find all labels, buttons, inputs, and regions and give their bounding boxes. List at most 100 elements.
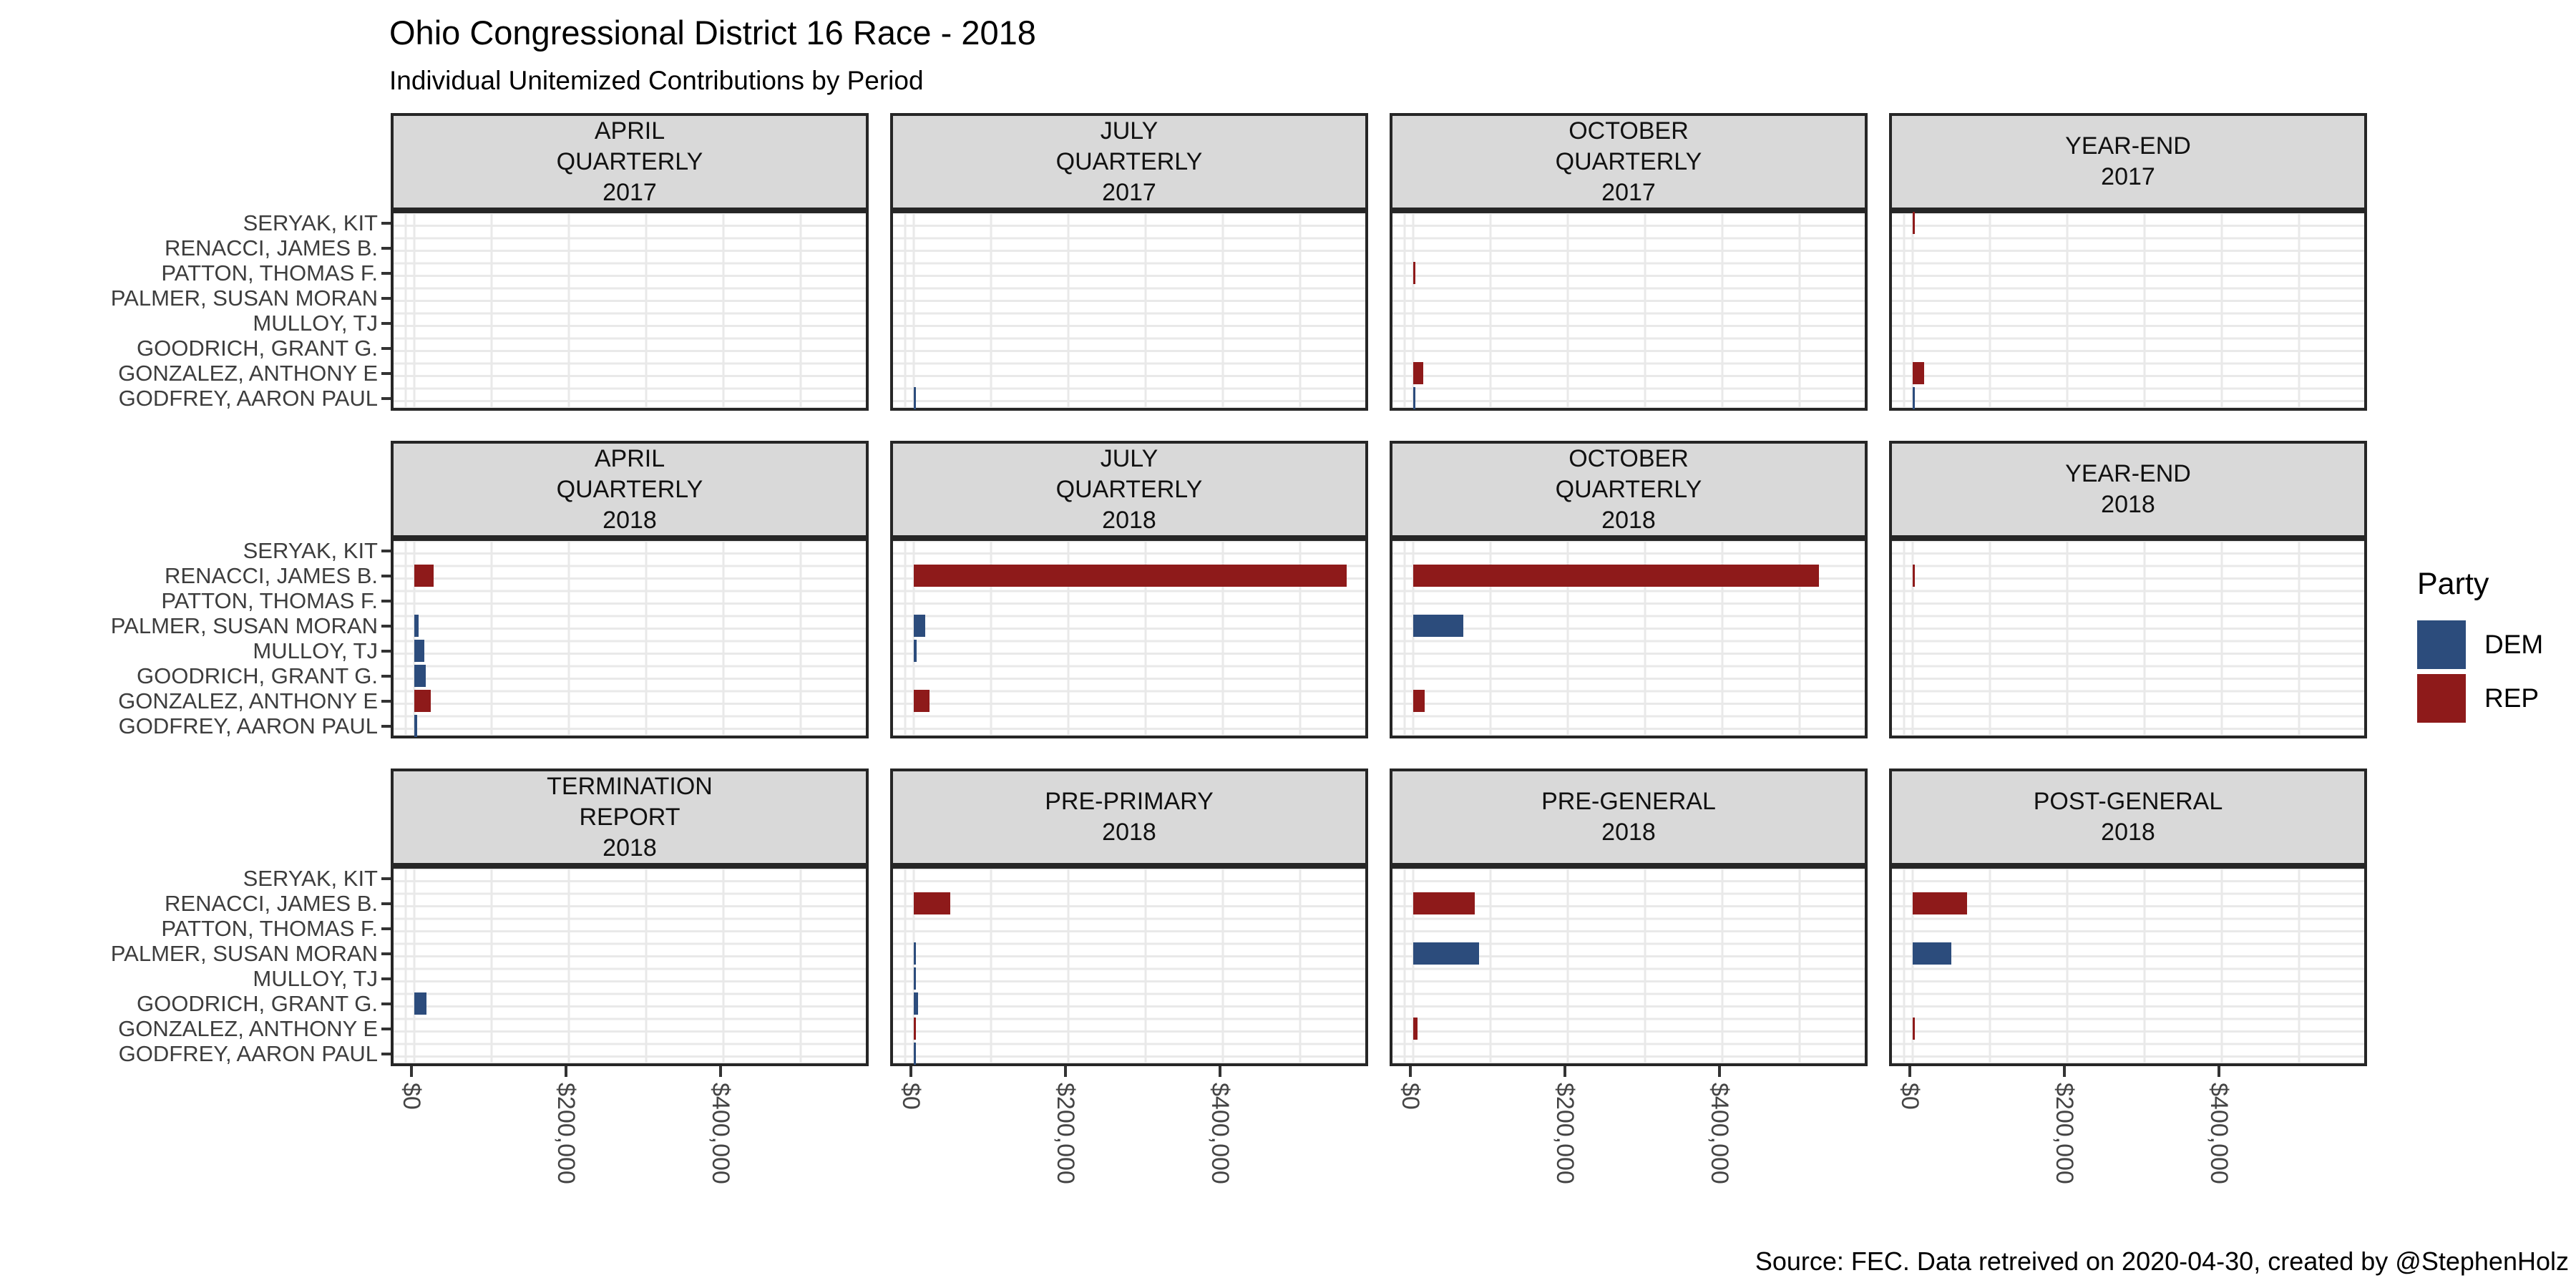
bar-godfrey — [914, 1043, 916, 1065]
x-axis-tick — [719, 1066, 722, 1077]
facet-strip-line: QUARTERLY — [1055, 475, 1203, 503]
facet-panel — [890, 538, 1368, 738]
x-axis-tick — [1563, 1066, 1566, 1077]
y-axis-label: GONZALEZ, ANTHONY E — [118, 1015, 378, 1041]
x-axis-tick — [909, 1066, 912, 1077]
y-axis-label: GOODRICH, GRANT G. — [136, 663, 378, 688]
facet-strip-line: 2018 — [1102, 506, 1156, 534]
y-axis-tick — [381, 1027, 391, 1030]
x-axis-tick — [1409, 1066, 1412, 1077]
x-axis-tick — [1219, 1066, 1221, 1077]
facet-panel — [1390, 210, 1868, 411]
y-axis-label: PALMER, SUSAN MORAN — [110, 940, 378, 966]
facet-strip: TERMINATION REPORT 2018 — [391, 769, 869, 866]
facet-panel — [391, 538, 869, 738]
x-axis-label: $200,000 — [552, 1083, 580, 1184]
rep-color-swatch — [2417, 674, 2466, 723]
dem-color-swatch — [2417, 620, 2466, 669]
facet-strip-line: 2018 — [2101, 491, 2155, 518]
x-axis-tick — [1908, 1066, 1911, 1077]
facet-strip-line: 2018 — [1601, 819, 1656, 846]
x-axis-tick — [565, 1066, 567, 1077]
bar-mulloy — [414, 640, 425, 662]
bar-palmer — [1413, 615, 1464, 637]
facet-strip-line: QUARTERLY — [1555, 147, 1702, 175]
bar-goodrich — [414, 665, 426, 687]
y-axis-tick — [381, 699, 391, 703]
facet-panel — [1889, 866, 2367, 1066]
facet-strip-line: QUARTERLY — [1055, 147, 1203, 175]
facet-strip-line: APRIL — [594, 444, 665, 472]
bar-renacci — [1413, 892, 1475, 914]
facet-strip: JULY QUARTERLY 2017 — [890, 113, 1368, 210]
facet-strip: OCTOBER QUARTERLY 2017 — [1390, 113, 1868, 210]
y-axis-label: GODFREY, AARON PAUL — [118, 1040, 378, 1066]
y-axis-label: RENACCI, JAMES B. — [165, 890, 378, 916]
y-axis-label: GONZALEZ, ANTHONY E — [118, 688, 378, 713]
x-axis-tick — [1718, 1066, 1721, 1077]
x-axis-label: $0 — [1896, 1083, 1923, 1110]
bar-seryak — [1913, 212, 1915, 234]
y-axis-label: GOODRICH, GRANT G. — [136, 990, 378, 1016]
y-axis-label: RENACCI, JAMES B. — [165, 235, 378, 260]
bar-renacci — [1913, 565, 1915, 587]
facet-strip: YEAR-END 2017 — [1889, 113, 2367, 210]
bar-mulloy — [914, 640, 917, 662]
facet-strip-line: OCTOBER — [1568, 444, 1689, 472]
facet-strip-line: POST-GENERAL — [2033, 788, 2223, 815]
y-axis-tick — [381, 574, 391, 577]
facet-panel — [1390, 538, 1868, 738]
facet-strip: YEAR-END 2018 — [1889, 441, 2367, 538]
y-axis-label: MULLOY, TJ — [253, 965, 378, 991]
bar-palmer — [414, 615, 419, 637]
chart-subtitle: Individual Unitemized Contributions by P… — [389, 66, 924, 95]
facet-strip-line: TERMINATION — [547, 772, 713, 800]
y-axis-tick — [381, 246, 391, 250]
y-axis-tick — [381, 952, 391, 955]
y-axis-label: SERYAK, KIT — [243, 210, 378, 235]
y-axis-tick — [381, 346, 391, 350]
facet-strip-line: OCTOBER — [1568, 117, 1689, 145]
bar-renacci — [1413, 565, 1819, 587]
facet-strip: POST-GENERAL 2018 — [1889, 769, 2367, 866]
facet-strip-line: JULY — [1100, 117, 1158, 145]
y-axis-label: GOODRICH, GRANT G. — [136, 335, 378, 361]
y-axis-label: PATTON, THOMAS F. — [161, 587, 378, 613]
y-axis-tick — [381, 927, 391, 930]
legend-title: Party — [2417, 567, 2489, 601]
y-axis-label: SERYAK, KIT — [243, 865, 378, 891]
y-axis-label: GODFREY, AARON PAUL — [118, 385, 378, 411]
x-axis-label: $200,000 — [1052, 1083, 1079, 1184]
x-axis-label: $400,000 — [1206, 1083, 1234, 1184]
y-axis-label: PATTON, THOMAS F. — [161, 915, 378, 941]
bar-mulloy — [914, 967, 916, 990]
facet-panel — [890, 210, 1368, 411]
facet-strip-line: 2017 — [2101, 163, 2155, 190]
bar-renacci — [1913, 892, 1967, 914]
x-axis-label: $0 — [398, 1083, 425, 1110]
bar-renacci — [914, 565, 1347, 587]
x-axis-tick — [1064, 1066, 1067, 1077]
facet-panel — [391, 210, 869, 411]
x-axis-label: $400,000 — [707, 1083, 734, 1184]
bar-godfrey — [914, 387, 916, 409]
y-axis-tick — [381, 1052, 391, 1055]
bar-palmer — [914, 615, 926, 637]
bar-godfrey — [414, 715, 418, 737]
legend: Party DEM REP — [2417, 567, 2543, 728]
x-axis-label: $400,000 — [1706, 1083, 1733, 1184]
facet-strip-line: 2018 — [2101, 819, 2155, 846]
facet-strip-line: 2017 — [602, 178, 657, 206]
bar-goodrich — [914, 992, 919, 1015]
bar-gonzalez — [1413, 690, 1425, 712]
facet-strip-line: REPORT — [579, 803, 680, 831]
facet-strip-line: QUARTERLY — [556, 475, 703, 503]
y-axis-label: MULLOY, TJ — [253, 638, 378, 663]
facet-panel — [1889, 538, 2367, 738]
y-axis-label: PALMER, SUSAN MORAN — [110, 613, 378, 638]
bar-gonzalez — [1413, 362, 1424, 384]
x-axis-label: $400,000 — [2205, 1083, 2233, 1184]
y-axis-label: PATTON, THOMAS F. — [161, 260, 378, 286]
facet-strip: APRIL QUARTERLY 2018 — [391, 441, 869, 538]
